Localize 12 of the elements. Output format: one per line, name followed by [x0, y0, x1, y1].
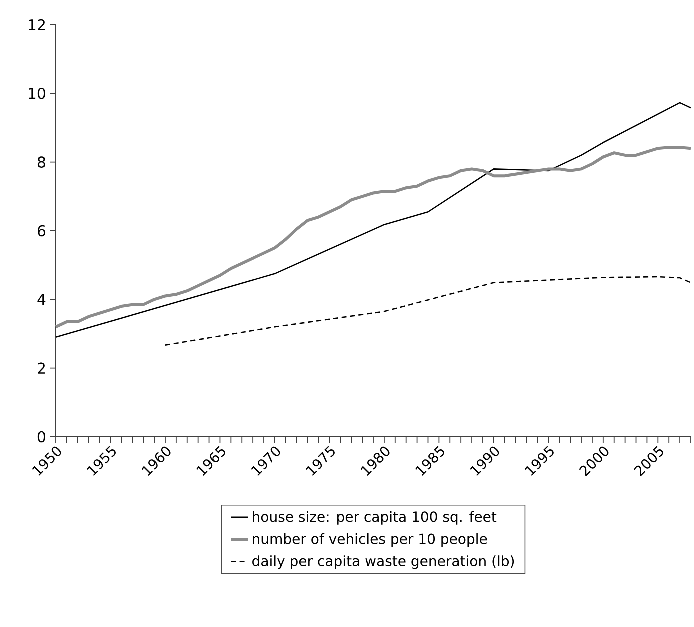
y-tick-label: 4 [38, 294, 46, 306]
y-tick-label: 10 [29, 88, 46, 100]
legend-label: house size: per capita 100 sq. feet [253, 511, 497, 525]
y-tick-label: 2 [38, 362, 45, 374]
legend-label: number of vehicles per 10 people [253, 533, 488, 548]
line-series [164, 276, 692, 346]
y-tick-label: 0 [38, 431, 46, 443]
y-tick-label: 8 [38, 156, 46, 168]
y-tick-label: 6 [38, 225, 46, 237]
y-tick-label: 12 [29, 19, 45, 31]
legend-label: daily per capita waste generation (lb) [252, 556, 514, 570]
line-series [55, 102, 692, 338]
